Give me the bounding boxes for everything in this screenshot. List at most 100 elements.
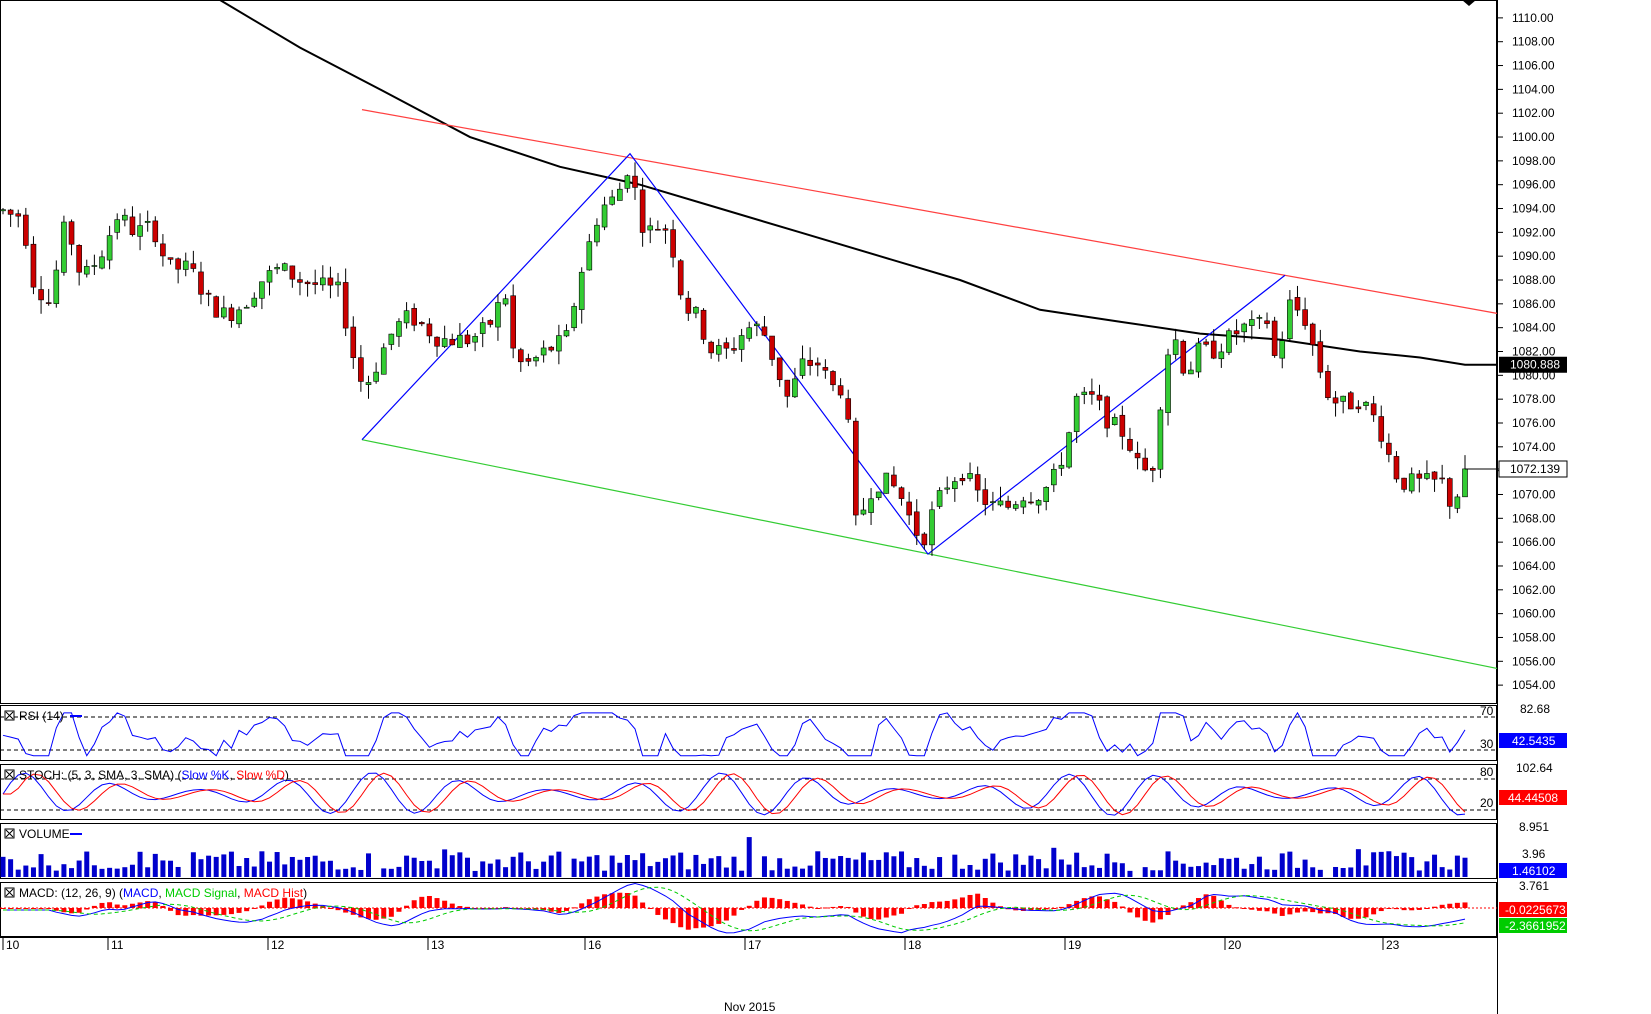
macd-hist-bar	[1439, 904, 1445, 908]
rsi-level-70: 70	[1480, 704, 1494, 718]
macd-hist-bar	[1127, 908, 1133, 913]
candle-body-bull	[792, 378, 798, 398]
stoch-title: STOCH: (5, 3, SMA, 3, SMA) (Slow %K, Slo…	[19, 768, 289, 782]
candle-body-bear	[160, 243, 166, 257]
macd-hist-bar	[1454, 902, 1460, 908]
volume-bar	[381, 868, 387, 877]
candle-body-bear	[205, 292, 212, 295]
candle-body-bear	[1203, 341, 1209, 345]
volume-layer	[0, 837, 1468, 877]
stoch-scale-label: 102.64	[1516, 761, 1553, 775]
price-tick-label: 1078.00	[1512, 392, 1556, 406]
month-label: Nov 2015	[724, 1000, 776, 1014]
candle-body-bull	[754, 323, 760, 327]
macd-hist-bar	[952, 899, 958, 908]
candle-body-bear	[898, 487, 905, 499]
macd-hist-bar	[419, 896, 425, 908]
candle-body-bear	[190, 263, 197, 269]
candle-body-bear	[708, 341, 714, 354]
candle-body-bear	[358, 357, 364, 382]
macd-hist-bar	[1089, 896, 1095, 908]
candle-body-bear	[129, 216, 136, 235]
price-tick-label: 1076.00	[1512, 416, 1556, 430]
volume-bar	[1043, 868, 1049, 877]
macd-hist-bar	[1157, 908, 1163, 920]
macd-hist-bar	[46, 908, 52, 909]
volume-bar	[586, 856, 592, 877]
candle-body-bull	[563, 330, 570, 337]
volume-bar	[114, 868, 120, 877]
volume-bar	[1180, 863, 1186, 877]
rsi-legend: RSI (14)	[4, 709, 64, 723]
volume-bar	[624, 855, 630, 877]
macd-hist-bar	[777, 899, 783, 908]
volume-bar	[1317, 869, 1323, 877]
candle-body-bear	[434, 336, 440, 347]
macd-hist-bar	[571, 907, 577, 909]
macd-hist-bar	[350, 908, 356, 915]
volume-bar	[160, 860, 166, 877]
volume-bar	[1066, 864, 1072, 877]
volume-bar	[84, 851, 90, 877]
stoch-value-badge	[1499, 790, 1567, 805]
macd-hist-bar	[602, 894, 608, 908]
candle-body-bull	[373, 371, 379, 382]
stoch-level-20: 20	[1480, 796, 1494, 810]
candle-body-bear	[510, 295, 516, 349]
candle-body-bear	[312, 282, 318, 285]
candle-body-bull	[540, 347, 547, 356]
candle-body-bull	[715, 345, 722, 355]
candle-body-bear	[1294, 297, 1301, 311]
candle-body-bear	[906, 501, 912, 516]
macd-hist-bar	[883, 908, 889, 918]
candle-body-bull	[997, 500, 1004, 506]
macd-hist-bar	[464, 906, 470, 908]
scroll-arrow-icon[interactable]	[1462, 0, 1476, 6]
macd-hist-bar	[327, 908, 333, 909]
candle-body-bull	[137, 225, 143, 237]
candle-body-bear	[685, 297, 692, 314]
candle-body-bear	[350, 326, 357, 358]
macd-hist-bar	[1333, 908, 1339, 915]
stoch-k-line	[2, 772, 1466, 816]
candle-body-bull	[1340, 395, 1346, 402]
volume-bar	[1371, 852, 1377, 877]
macd-hist-bar	[442, 900, 448, 908]
date-tick-label: 19	[1068, 938, 1082, 952]
candle-body-bear	[761, 326, 768, 336]
macd-hist-bar	[944, 900, 950, 908]
macd-title-end: )	[303, 886, 307, 900]
macd-hist-bar	[15, 908, 21, 909]
volume-bar	[274, 852, 280, 877]
volume-bar	[891, 856, 897, 877]
volume-bar	[61, 864, 67, 877]
candle-body-bull	[182, 260, 189, 270]
macd-signal-line	[3, 886, 1466, 932]
volume-bar	[1340, 868, 1346, 877]
rsi-level-30: 30	[1480, 737, 1494, 751]
volume-bar	[1104, 853, 1110, 877]
candle-body-bull	[281, 263, 288, 271]
volume-bar	[975, 869, 981, 877]
macd-hist-bar	[1112, 901, 1118, 908]
candle-body-bear	[1096, 394, 1103, 401]
candle-body-bull	[457, 334, 463, 348]
candle-body-bear	[814, 362, 821, 366]
price-tick-label: 1068.00	[1512, 511, 1556, 525]
volume-bar	[46, 865, 52, 877]
candle-body-bull	[571, 306, 577, 329]
volume-bar	[449, 855, 455, 877]
volume-bar	[1142, 867, 1148, 877]
volume-bar	[784, 868, 790, 877]
candle-body-bull	[1012, 504, 1019, 509]
volume-bar	[1256, 856, 1262, 877]
volume-bar	[1150, 870, 1156, 877]
volume-bar	[967, 864, 973, 877]
macd-line	[3, 882, 1466, 934]
macd-hist-bar	[0, 908, 6, 909]
stoch-title-params: STOCH: (5, 3, SMA, 3, SMA) (	[19, 768, 181, 782]
volume-bar	[206, 855, 212, 877]
macd-hist-bar	[129, 903, 135, 908]
volume-bar	[1432, 854, 1438, 877]
candle-body-bull	[122, 214, 128, 221]
